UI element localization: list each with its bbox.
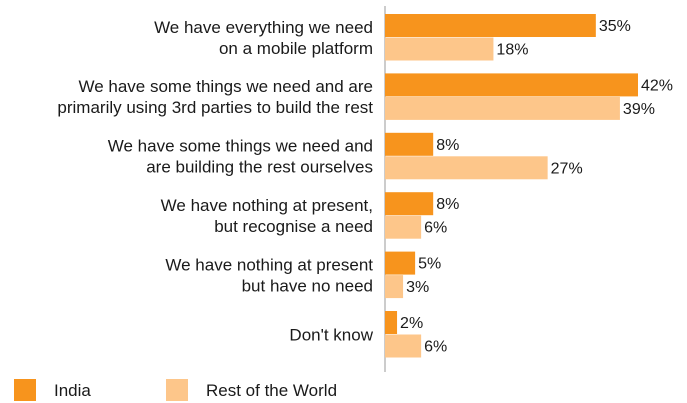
rest-of-world-value-label-4: 3% xyxy=(406,279,429,296)
india-value-label-3: 8% xyxy=(436,196,459,213)
rest-of-world-bar-0 xyxy=(385,37,494,61)
rest-of-world-bar-4 xyxy=(385,275,404,299)
category-label-0-line-1: on a mobile platform xyxy=(219,39,373,58)
rest-of-world-value-label-2: 27% xyxy=(551,160,583,177)
rest-of-world-bar-5 xyxy=(385,334,422,358)
rest-of-world-legend-swatch xyxy=(166,379,188,401)
rest-of-world-value-label-5: 6% xyxy=(424,339,447,356)
india-bar-0 xyxy=(385,14,596,37)
india-value-label-4: 5% xyxy=(418,256,441,273)
india-value-label-0: 35% xyxy=(599,18,631,35)
rest-of-world-bar-3 xyxy=(385,215,422,239)
rest-of-world-legend-label: Rest of the World xyxy=(206,381,337,400)
india-bar-1 xyxy=(385,73,638,97)
india-bar-2 xyxy=(385,132,434,156)
india-value-label-2: 8% xyxy=(436,137,459,154)
rest-of-world-value-label-0: 18% xyxy=(496,42,528,59)
category-label-2-line-0: We have some things we need and xyxy=(108,137,373,156)
category-label-3-line-0: We have nothing at present, xyxy=(161,196,373,215)
category-label-2-line-1: are building the rest ourselves xyxy=(146,158,373,177)
india-bar-3 xyxy=(385,192,434,216)
category-label-0-line-0: We have everything we need xyxy=(154,18,373,37)
india-value-label-1: 42% xyxy=(641,77,673,94)
category-label-1-line-0: We have some things we need and are xyxy=(78,77,373,96)
india-bar-5 xyxy=(385,311,398,334)
rest-of-world-bar-1 xyxy=(385,96,620,120)
india-bar-4 xyxy=(385,251,416,275)
india-legend-label: India xyxy=(54,381,91,400)
category-label-1-line-1: primarily using 3rd parties to build the… xyxy=(57,98,373,117)
rest-of-world-value-label-3: 6% xyxy=(424,220,447,237)
category-label-4-line-1: but have no need xyxy=(242,276,373,295)
rest-of-world-bar-2 xyxy=(385,156,548,180)
india-value-label-5: 2% xyxy=(400,315,423,332)
category-label-5-line-0: Don't know xyxy=(289,325,373,344)
category-label-3-line-1: but recognise a need xyxy=(214,217,373,236)
category-label-4-line-0: We have nothing at present xyxy=(165,255,373,274)
india-legend-swatch xyxy=(14,379,36,401)
rest-of-world-value-label-1: 39% xyxy=(623,101,655,118)
